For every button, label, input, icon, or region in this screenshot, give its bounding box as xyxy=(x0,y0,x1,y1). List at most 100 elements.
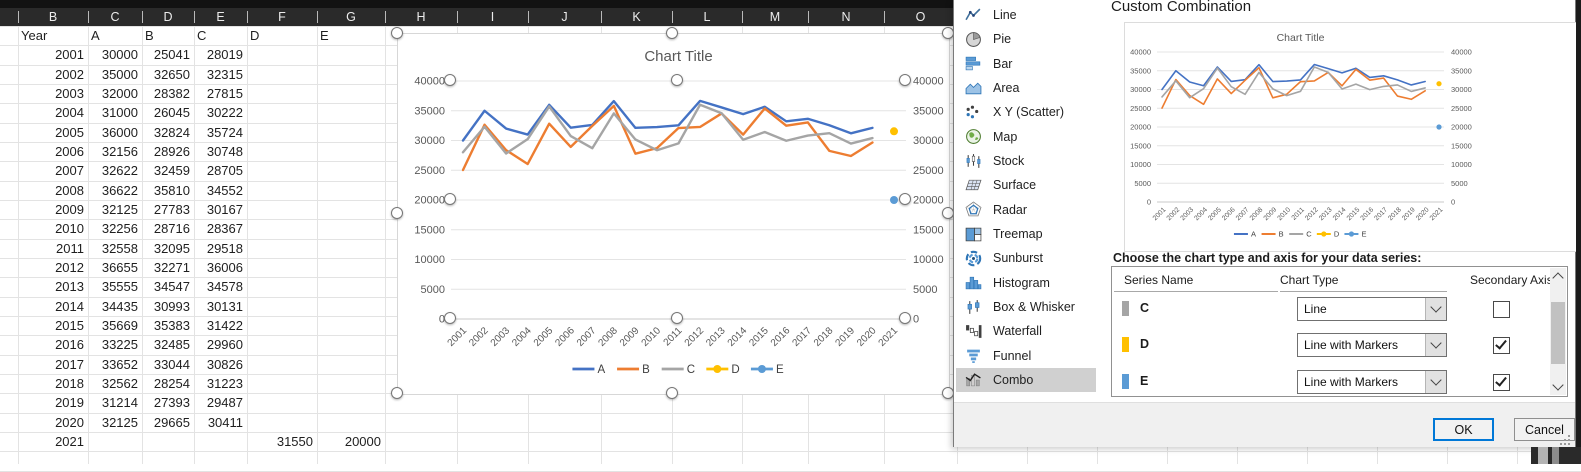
ok-button[interactable]: OK xyxy=(1433,418,1494,441)
cell-C12[interactable]: 32558 xyxy=(101,240,138,256)
plot-area-handle[interactable] xyxy=(671,312,683,324)
cell-B16[interactable]: 2015 xyxy=(55,318,84,333)
cell-B8[interactable]: 2007 xyxy=(55,163,84,179)
cell-D16[interactable]: 35383 xyxy=(153,318,190,333)
cell-D4[interactable]: 28382 xyxy=(153,86,190,101)
cell-D18[interactable]: 33044 xyxy=(153,356,190,372)
cell-E8[interactable]: 28705 xyxy=(206,163,243,179)
plot-area-handle[interactable] xyxy=(444,312,456,324)
cell-C21[interactable]: 32125 xyxy=(101,414,138,430)
cell-E19[interactable]: 31223 xyxy=(206,376,243,391)
cell-E11[interactable]: 28367 xyxy=(206,221,243,237)
cell-E7[interactable]: 30748 xyxy=(206,144,243,159)
cell-E12[interactable]: 29518 xyxy=(206,240,243,256)
chart-type-item-x-y-scatter[interactable]: X Y (Scatter) xyxy=(956,100,1096,124)
plot-area-handle[interactable] xyxy=(899,74,911,86)
scroll-up-icon[interactable] xyxy=(1550,268,1566,284)
table-scrollbar[interactable] xyxy=(1550,268,1566,395)
cell-E9[interactable]: 34552 xyxy=(206,182,243,198)
chart-title[interactable]: Chart Title xyxy=(644,48,712,65)
cell-B19[interactable]: 2018 xyxy=(55,376,84,391)
cell-B6[interactable]: 2005 xyxy=(55,124,84,140)
chevron-down-icon[interactable] xyxy=(1425,371,1446,393)
cell-C19[interactable]: 32562 xyxy=(101,376,138,391)
chart-type-item-radar[interactable]: Radar xyxy=(956,198,1096,222)
cell-C13[interactable]: 36655 xyxy=(101,260,138,275)
secondary-axis-checkbox-e[interactable] xyxy=(1493,374,1510,391)
cell-C1[interactable]: A xyxy=(91,28,100,43)
cell-D10[interactable]: 27783 xyxy=(153,202,190,217)
plot-area-handle[interactable] xyxy=(444,74,456,86)
cell-D21[interactable]: 29665 xyxy=(153,414,190,430)
cell-B2[interactable]: 2001 xyxy=(55,47,84,63)
cell-D1[interactable]: B xyxy=(145,28,154,43)
chevron-down-icon[interactable] xyxy=(1425,334,1446,356)
secondary-axis-checkbox-d[interactable] xyxy=(1493,337,1510,354)
cell-B15[interactable]: 2014 xyxy=(55,298,84,314)
cell-B7[interactable]: 2006 xyxy=(55,144,84,159)
cell-F1[interactable]: D xyxy=(250,28,260,43)
cell-D7[interactable]: 28926 xyxy=(153,144,190,159)
column-header-N[interactable]: N xyxy=(841,10,851,24)
column-header-I[interactable]: I xyxy=(490,10,495,24)
cell-B10[interactable]: 2009 xyxy=(55,202,84,217)
plot-area-handle[interactable] xyxy=(671,74,683,86)
chart-type-item-area[interactable]: Area xyxy=(956,76,1096,100)
cell-C9[interactable]: 36622 xyxy=(101,182,138,198)
cell-E13[interactable]: 36006 xyxy=(206,260,243,275)
cell-C20[interactable]: 31214 xyxy=(101,395,138,411)
cell-B12[interactable]: 2011 xyxy=(56,240,84,256)
cell-C10[interactable]: 32125 xyxy=(101,202,138,217)
cell-B20[interactable]: 2019 xyxy=(55,395,84,411)
cell-G22[interactable]: 20000 xyxy=(344,434,381,449)
chart-type-item-pie[interactable]: Pie xyxy=(956,27,1096,51)
cell-G1[interactable]: E xyxy=(320,28,329,43)
cell-E15[interactable]: 30131 xyxy=(206,298,243,314)
cell-B18[interactable]: 2017 xyxy=(55,356,84,372)
chart-selection-handle[interactable] xyxy=(391,387,403,399)
cell-C8[interactable]: 32622 xyxy=(101,163,138,179)
chart-type-item-waterfall[interactable]: Waterfall xyxy=(956,319,1096,343)
chart-type-item-sunburst[interactable]: Sunburst xyxy=(956,246,1096,270)
resize-grip[interactable] xyxy=(1560,435,1562,437)
cell-C16[interactable]: 35669 xyxy=(101,318,138,333)
cell-C4[interactable]: 32000 xyxy=(101,86,138,101)
chart-type-item-funnel[interactable]: Funnel xyxy=(956,344,1096,368)
cell-C11[interactable]: 32256 xyxy=(101,221,138,237)
chevron-down-icon[interactable] xyxy=(1425,298,1446,320)
plot-area-handle[interactable] xyxy=(899,312,911,324)
embedded-chart[interactable]: 0 0 5000 5000 10000 10000 15000 15000 20000 20000… xyxy=(397,33,950,395)
chart-type-item-map[interactable]: Map xyxy=(956,125,1096,149)
cell-D8[interactable]: 32459 xyxy=(153,163,190,179)
chart-type-item-surface[interactable]: Surface xyxy=(956,173,1096,197)
cell-C17[interactable]: 33225 xyxy=(101,337,138,353)
cell-D9[interactable]: 35810 xyxy=(153,182,190,198)
cell-E4[interactable]: 27815 xyxy=(206,86,243,101)
cell-C18[interactable]: 33652 xyxy=(101,356,138,372)
chart-selection-handle[interactable] xyxy=(391,27,403,39)
cell-E6[interactable]: 35724 xyxy=(206,124,243,140)
cell-D19[interactable]: 28254 xyxy=(153,376,190,391)
cell-B13[interactable]: 2012 xyxy=(55,260,84,275)
cell-B22[interactable]: 2021 xyxy=(55,434,84,449)
cell-B21[interactable]: 2020 xyxy=(55,414,84,430)
cell-D5[interactable]: 26045 xyxy=(153,105,190,121)
column-header-K[interactable]: K xyxy=(632,10,641,24)
cell-B1[interactable]: Year xyxy=(21,28,48,43)
cell-E20[interactable]: 29487 xyxy=(206,395,243,411)
cell-C6[interactable]: 36000 xyxy=(101,124,138,140)
chart-type-dropdown-c[interactable]: Line xyxy=(1297,297,1447,321)
cell-E14[interactable]: 34578 xyxy=(206,279,243,295)
secondary-axis-checkbox-c[interactable] xyxy=(1493,301,1510,318)
chart-type-item-combo[interactable]: Combo xyxy=(956,367,1096,392)
cell-B4[interactable]: 2003 xyxy=(55,86,84,101)
column-header-C[interactable]: C xyxy=(110,10,120,24)
column-header-J[interactable]: J xyxy=(561,10,568,24)
chart-selection-handle[interactable] xyxy=(666,27,678,39)
cell-B17[interactable]: 2016 xyxy=(55,337,84,353)
column-header-H[interactable]: H xyxy=(416,10,426,24)
cancel-button[interactable]: Cancel xyxy=(1514,418,1575,441)
cell-B3[interactable]: 2002 xyxy=(55,66,84,82)
cell-C5[interactable]: 31000 xyxy=(101,105,138,121)
cell-E3[interactable]: 32315 xyxy=(206,66,243,82)
